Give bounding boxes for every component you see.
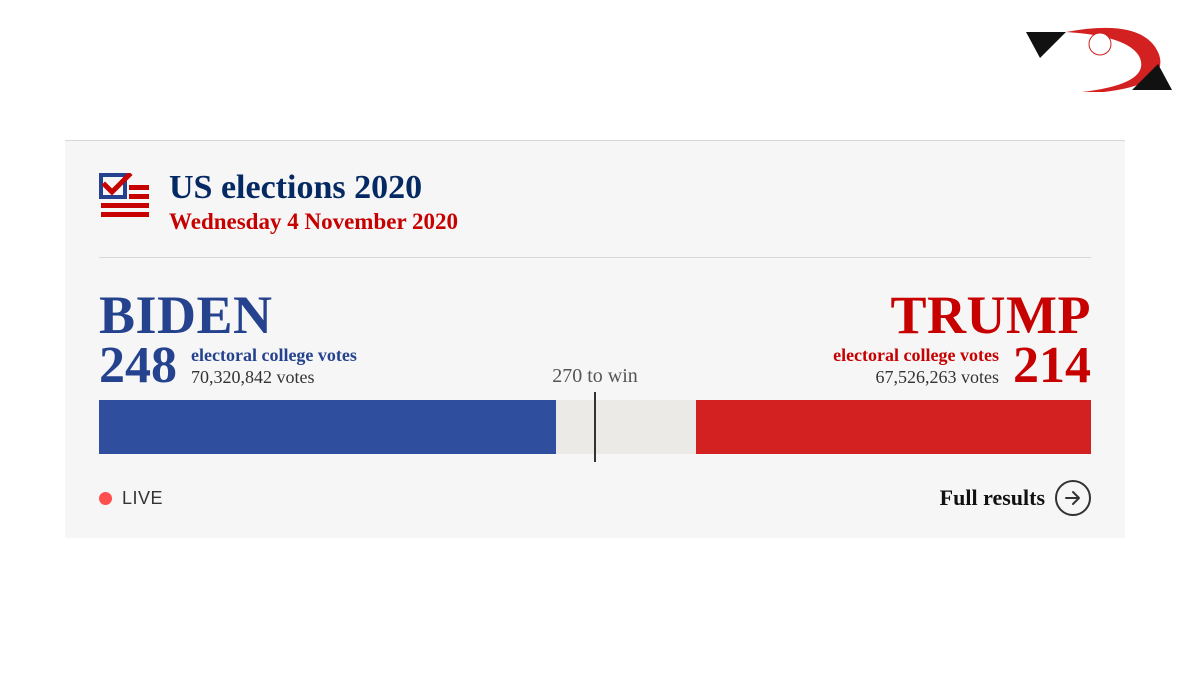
popular-votes-right: 67,526,263 votes xyxy=(833,367,999,388)
threshold-label: 270 to win xyxy=(552,365,638,388)
election-results-card: US elections 2020 Wednesday 4 November 2… xyxy=(65,140,1125,538)
live-dot-icon xyxy=(99,492,112,505)
full-results-label: Full results xyxy=(940,485,1045,511)
ec-label-left: electoral college votes xyxy=(191,345,357,366)
popular-votes-left: 70,320,842 votes xyxy=(191,367,357,388)
results-row: BIDEN 248 electoral college votes 70,320… xyxy=(99,288,1091,392)
us-flag-check-icon xyxy=(99,173,151,223)
site-logo xyxy=(1022,18,1182,98)
candidate-name-right: TRUMP xyxy=(891,288,1091,342)
live-label: LIVE xyxy=(122,488,163,509)
live-indicator: LIVE xyxy=(99,488,163,509)
ec-votes-right: 214 xyxy=(1013,340,1091,392)
candidate-left: BIDEN 248 electoral college votes 70,320… xyxy=(99,288,357,392)
ec-label-right: electoral college votes xyxy=(833,345,999,366)
bar-right xyxy=(696,400,1091,454)
card-title: US elections 2020 xyxy=(169,169,458,207)
card-footer: LIVE Full results xyxy=(99,480,1091,516)
result-bar xyxy=(99,400,1091,454)
card-header: US elections 2020 Wednesday 4 November 2… xyxy=(99,169,1091,258)
arrow-right-icon xyxy=(1055,480,1091,516)
card-date: Wednesday 4 November 2020 xyxy=(169,209,458,235)
candidate-name-left: BIDEN xyxy=(99,288,357,342)
ec-votes-left: 248 xyxy=(99,340,177,392)
bar-midline xyxy=(594,392,596,462)
bar-left xyxy=(99,400,556,454)
full-results-link[interactable]: Full results xyxy=(940,480,1091,516)
candidate-right: TRUMP 214 electoral college votes 67,526… xyxy=(833,288,1091,392)
